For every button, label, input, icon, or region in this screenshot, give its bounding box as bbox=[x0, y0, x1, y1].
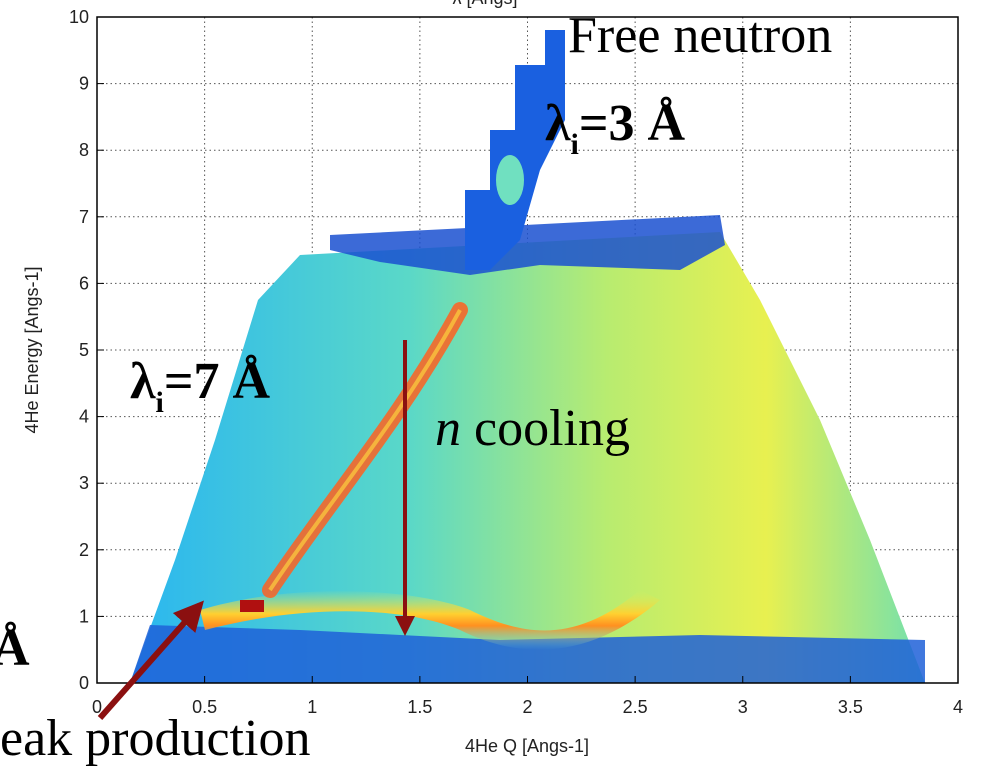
x-axis-label: 4He Q [Angs-1] bbox=[465, 736, 589, 756]
annotation: Å bbox=[0, 620, 30, 677]
x-tick-label: 2 bbox=[522, 697, 532, 717]
y-tick-label: 8 bbox=[79, 140, 89, 160]
annotation-part: =3 Å bbox=[579, 95, 686, 152]
annotation-part: λ bbox=[545, 95, 571, 152]
top-axis-label: λ [Angs] bbox=[452, 0, 517, 8]
annotation: eak production bbox=[0, 710, 310, 767]
ticks: 0 0.5 1 1.5 2 2.5 3 3.5 4 0 1 2 3 4 5 6 7 8 9 10 bbox=[69, 7, 963, 717]
y-tick-label: 4 bbox=[79, 407, 89, 427]
annotation-part: n bbox=[435, 400, 461, 457]
x-tick-label: 1 bbox=[307, 697, 317, 717]
x-tick-label: 0.5 bbox=[192, 697, 217, 717]
annotation-part: i bbox=[571, 128, 579, 161]
annotation-part: cooling bbox=[461, 400, 630, 457]
x-tick-label: 0 bbox=[92, 697, 102, 717]
annotation: λi=3 Å bbox=[545, 95, 686, 161]
y-tick-label: 5 bbox=[79, 340, 89, 360]
annotation-part: i bbox=[156, 386, 164, 419]
y-tick-label: 2 bbox=[79, 540, 89, 560]
y-tick-label: 0 bbox=[79, 673, 89, 693]
x-tick-label: 2.5 bbox=[623, 697, 648, 717]
heatmap bbox=[130, 30, 925, 683]
annotation: λi=7 Å bbox=[130, 353, 271, 419]
annotation-part: λ bbox=[130, 353, 156, 410]
x-tick-label: 3.5 bbox=[838, 697, 863, 717]
y-tick-label: 10 bbox=[69, 7, 89, 27]
annotation: n cooling bbox=[435, 400, 630, 457]
y-tick-label: 6 bbox=[79, 273, 89, 293]
annotation-part: =7 Å bbox=[164, 353, 271, 410]
x-tick-label: 3 bbox=[738, 697, 748, 717]
production-arrow bbox=[97, 600, 204, 720]
x-tick-label: 4 bbox=[953, 697, 963, 717]
annotation: Free neutron bbox=[568, 7, 832, 64]
y-tick-label: 3 bbox=[79, 473, 89, 493]
y-tick-label: 1 bbox=[79, 606, 89, 626]
x-tick-label: 1.5 bbox=[407, 697, 432, 717]
y-tick-label: 7 bbox=[79, 207, 89, 227]
y-axis-label: 4He Energy [Angs-1] bbox=[22, 266, 42, 433]
y-tick-label: 9 bbox=[79, 74, 89, 94]
